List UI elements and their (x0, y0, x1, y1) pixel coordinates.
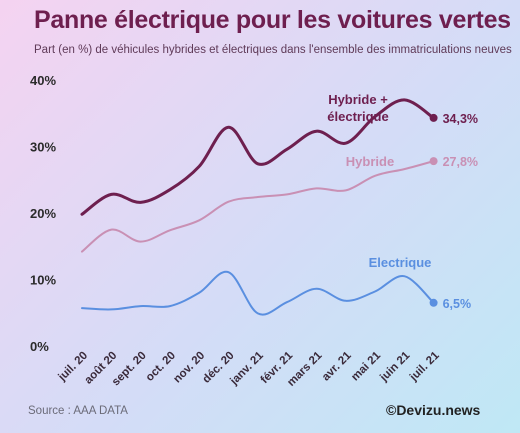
x-tick-label: juin 21 (377, 349, 412, 384)
series-line-hybride-electrique (80, 98, 436, 216)
x-tick-label: juil. 21 (407, 349, 442, 384)
series-labels: 34,3% Hybride + électrique 27,8% Hybride 6,5%… (327, 92, 478, 311)
y-axis: 0% 10% 20% 30% 40% (30, 73, 56, 354)
series-name-label-electrique: Electrique (369, 255, 432, 270)
series-name-label-hybride: Hybride (346, 154, 394, 169)
series-line-hybride (81, 160, 435, 253)
series-line-electrique (81, 270, 435, 316)
chart-subtitle: Part (en %) de véhicules hybrides et éle… (34, 44, 512, 56)
end-value-label-electrique: 6,5% (443, 297, 472, 311)
y-tick-label: 40% (30, 73, 56, 88)
end-point-hybride (429, 157, 438, 166)
y-tick-label: 0% (30, 339, 49, 354)
y-tick-label: 20% (30, 206, 56, 221)
source-note: Source : AAA DATA (28, 405, 128, 417)
series-lines (80, 98, 438, 316)
series-name-label-hybride-electrique: Hybride + électrique (327, 92, 388, 124)
end-value-label-hybride: 27,8% (443, 155, 478, 169)
x-tick-label: nov. 20 (171, 350, 207, 386)
credit-logo: ©Devizu.news (386, 402, 481, 418)
end-point-electrique (429, 298, 438, 307)
end-point-hybride-electrique (429, 113, 438, 122)
x-tick-label: mai 21 (349, 349, 383, 383)
y-tick-label: 10% (30, 273, 56, 288)
chart-title: Panne électrique pour les voitures verte… (34, 6, 511, 34)
end-value-label-hybride-electrique: 34,3% (443, 112, 478, 126)
y-tick-label: 30% (30, 140, 56, 155)
x-tick-label: avr. 21 (320, 349, 354, 383)
